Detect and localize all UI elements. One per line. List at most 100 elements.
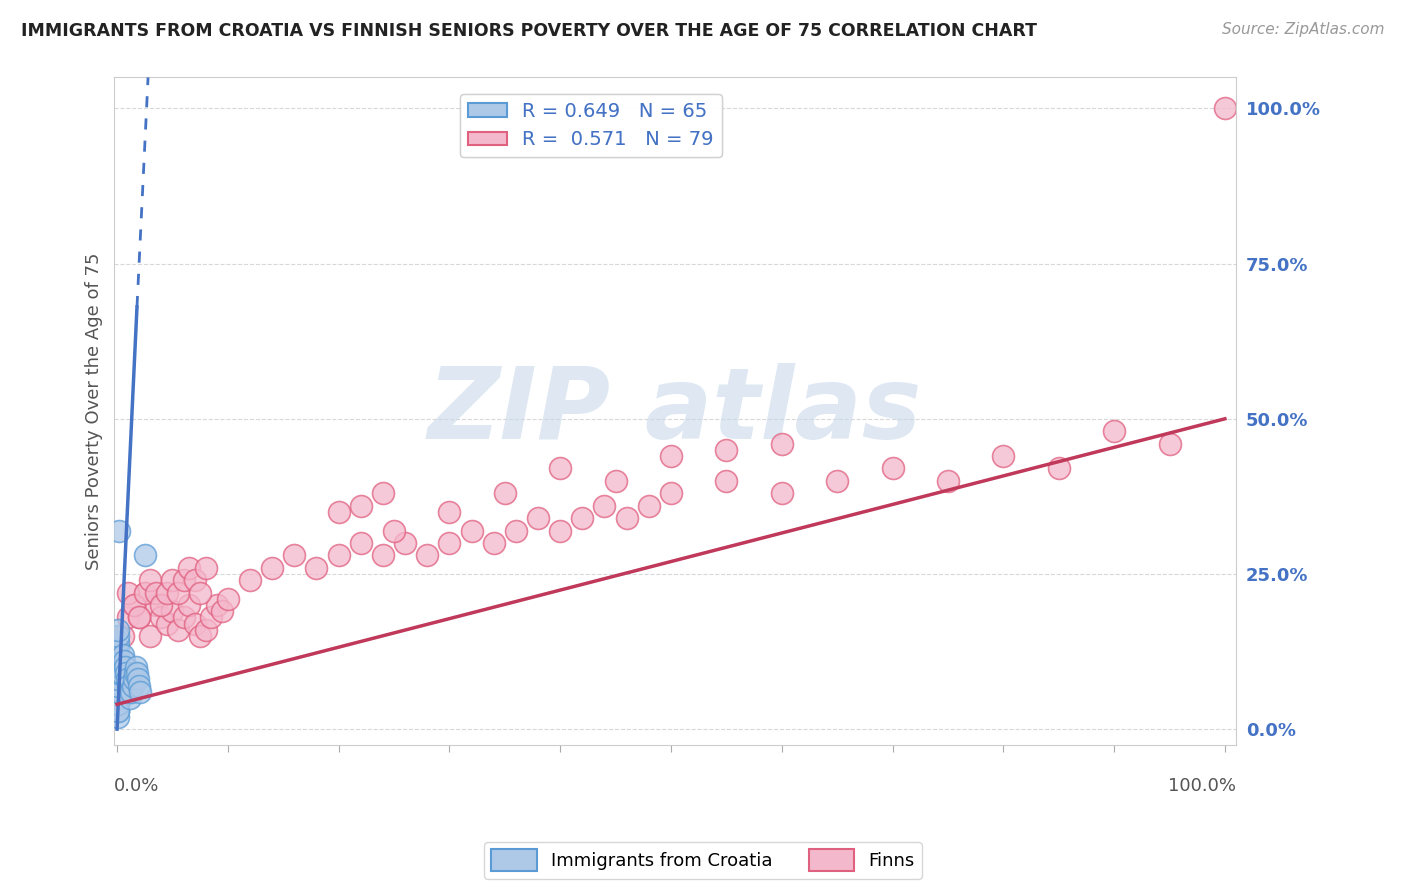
Point: [125, 660, 148, 674]
Point: [770, 436, 793, 450]
Point: [124, 666, 146, 681]
Point: [107, 666, 129, 681]
Point: [107, 698, 129, 712]
Point: [194, 560, 217, 574]
Point: [107, 673, 129, 687]
Point: [107, 685, 129, 699]
Point: [107, 685, 129, 699]
Point: [107, 704, 129, 718]
Point: [107, 629, 129, 643]
Point: [371, 486, 394, 500]
Point: [107, 641, 129, 656]
Point: [107, 666, 129, 681]
Point: [107, 635, 129, 649]
Point: [117, 585, 139, 599]
Point: [1213, 102, 1236, 116]
Point: [548, 461, 571, 475]
Point: [439, 536, 461, 550]
Point: [139, 573, 162, 587]
Point: [167, 623, 190, 637]
Point: [128, 610, 150, 624]
Point: [107, 709, 129, 723]
Point: [122, 598, 145, 612]
Point: [1102, 424, 1125, 438]
Point: [239, 573, 262, 587]
Point: [548, 524, 571, 538]
Point: [112, 654, 135, 668]
Point: [156, 616, 179, 631]
Point: [482, 536, 505, 550]
Point: [825, 474, 848, 488]
Text: ZIP atlas: ZIP atlas: [427, 362, 922, 459]
Point: [107, 654, 129, 668]
Point: [194, 623, 217, 637]
Point: [107, 648, 129, 662]
Point: [107, 691, 129, 706]
Point: [371, 549, 394, 563]
Point: [637, 499, 659, 513]
Point: [107, 641, 129, 656]
Point: [107, 666, 129, 681]
Point: [173, 610, 195, 624]
Point: [117, 610, 139, 624]
Point: [107, 679, 129, 693]
Point: [217, 591, 239, 606]
Point: [350, 499, 373, 513]
Point: [1047, 461, 1070, 475]
Point: [173, 573, 195, 587]
Point: [107, 673, 129, 687]
Point: [283, 549, 305, 563]
Point: [936, 474, 959, 488]
Point: [111, 660, 134, 674]
Point: [211, 604, 233, 618]
Point: [145, 585, 167, 599]
Point: [110, 666, 132, 681]
Point: [117, 673, 139, 687]
Point: [120, 685, 142, 699]
Point: [134, 585, 156, 599]
Point: [107, 691, 129, 706]
Point: [107, 660, 129, 674]
Point: [205, 598, 228, 612]
Point: [527, 511, 550, 525]
Point: [167, 585, 190, 599]
Point: [107, 660, 129, 674]
Point: [162, 573, 184, 587]
Point: [107, 654, 129, 668]
Point: [716, 474, 738, 488]
Legend: Immigrants from Croatia, Finns: Immigrants from Croatia, Finns: [484, 842, 922, 879]
Point: [770, 486, 793, 500]
Point: [107, 679, 129, 693]
Point: [107, 623, 129, 637]
Point: [439, 505, 461, 519]
Point: [350, 536, 373, 550]
Point: [605, 474, 627, 488]
Point: [328, 549, 350, 563]
Point: [107, 691, 129, 706]
Point: [162, 604, 184, 618]
Point: [305, 560, 328, 574]
Point: [262, 560, 284, 574]
Point: [125, 666, 148, 681]
Point: [129, 685, 152, 699]
Point: [107, 704, 129, 718]
Point: [117, 679, 139, 693]
Point: [716, 442, 738, 457]
Point: [127, 673, 149, 687]
Point: [145, 598, 167, 612]
Point: [156, 585, 179, 599]
Point: [107, 679, 129, 693]
Point: [993, 449, 1015, 463]
Point: [122, 598, 145, 612]
Point: [107, 685, 129, 699]
Point: [659, 486, 682, 500]
Point: [416, 549, 439, 563]
Point: [107, 654, 129, 668]
Point: [616, 511, 638, 525]
Point: [460, 524, 482, 538]
Point: [150, 598, 173, 612]
Point: [107, 666, 129, 681]
Point: [107, 685, 129, 699]
Point: [108, 524, 131, 538]
Point: [107, 704, 129, 718]
